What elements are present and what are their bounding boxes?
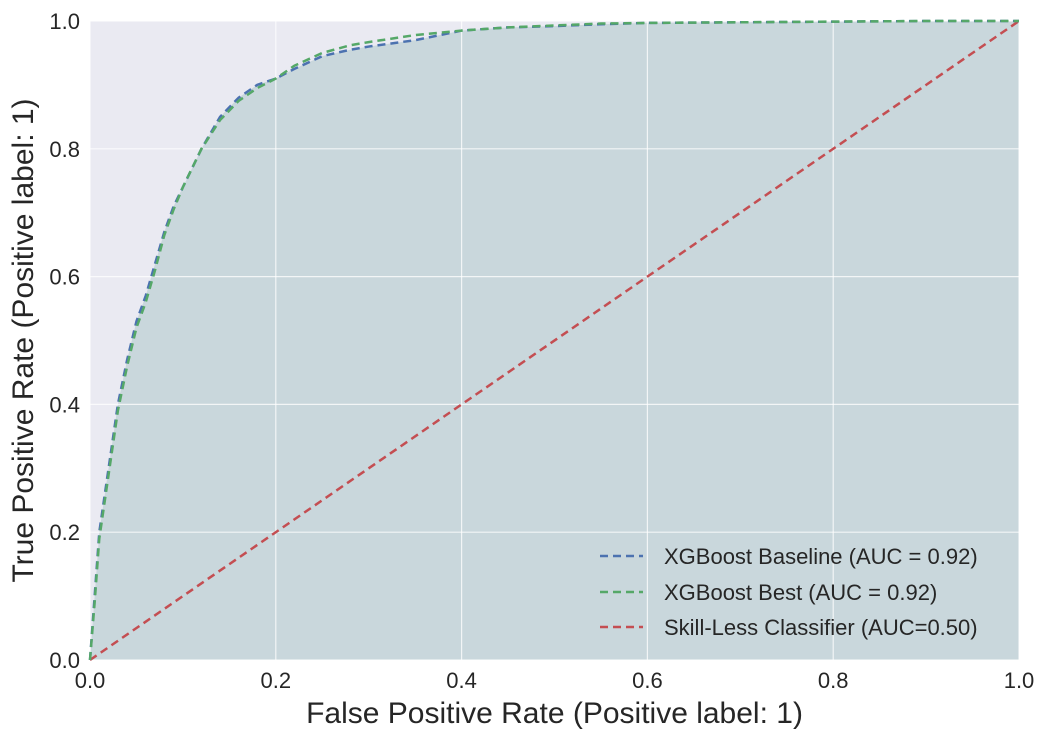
legend: XGBoost Baseline (AUC = 0.92) XGBoost Be…	[600, 544, 978, 640]
y-tick-label: 0.8	[49, 137, 80, 162]
x-axis-title: False Positive Rate (Positive label: 1)	[306, 697, 803, 730]
series-line-1	[88, 19, 1019, 661]
y-tick-label: 0.6	[49, 265, 80, 290]
series-line-2	[89, 19, 1020, 662]
x-tick-label: 1.0	[1004, 668, 1035, 693]
y-tick-label: 1.0	[49, 9, 80, 34]
x-tick-label: 0.0	[75, 668, 106, 693]
x-tick-label: 0.8	[818, 668, 849, 693]
y-axis-title: True Positive Rate (Positive label: 1)	[7, 98, 40, 582]
x-tick-label: 0.2	[261, 668, 292, 693]
legend-label-skill-less: Skill-Less Classifier (AUC=0.50)	[664, 615, 978, 640]
y-tick-label: 0.2	[49, 520, 80, 545]
tick-label-layer: 0.0 0.2 0.4 0.6 0.8 1.0 0.0 0.2 0.4 0.6 0.8 1.0	[49, 9, 1034, 693]
x-tick-label: 0.4	[446, 668, 477, 693]
legend-label-baseline: XGBoost Baseline (AUC = 0.92)	[664, 544, 978, 569]
legend-label-best: XGBoost Best (AUC = 0.92)	[664, 580, 937, 605]
y-tick-label: 0.4	[49, 392, 80, 417]
x-tick-label: 0.6	[632, 668, 663, 693]
y-tick-label: 0.0	[49, 648, 80, 673]
series-layer	[88, 19, 1020, 662]
